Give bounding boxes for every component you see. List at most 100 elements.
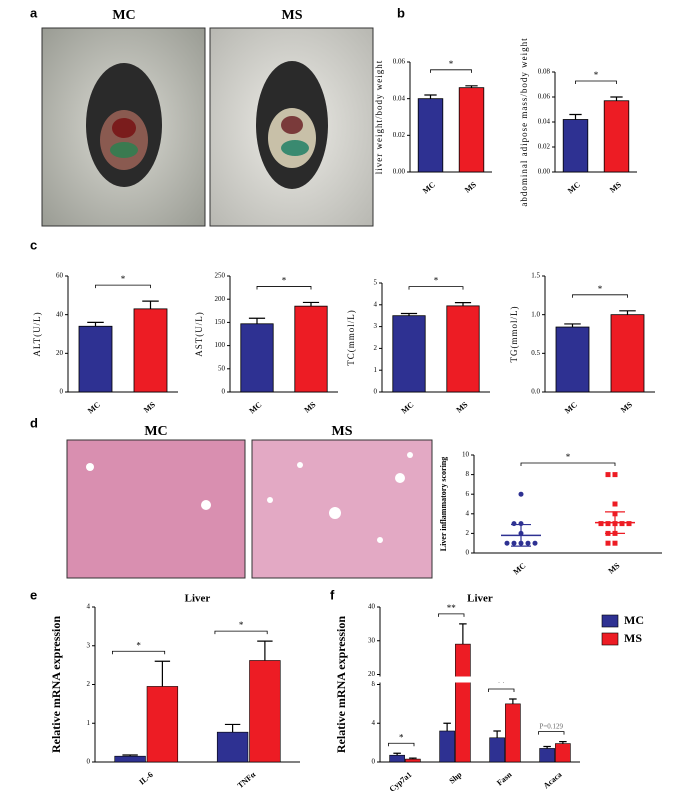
significance-bracket xyxy=(214,630,268,635)
error-bar xyxy=(564,323,581,328)
data-point xyxy=(525,540,531,546)
bar xyxy=(610,314,645,393)
panel-letter: a xyxy=(30,5,38,20)
chart-title: Liver xyxy=(467,593,493,605)
panel-letter: f xyxy=(330,587,335,602)
x-tick-label: MS xyxy=(608,180,623,195)
y-tick-label: 0.02 xyxy=(393,131,406,139)
error-bar xyxy=(610,96,623,101)
y-tick-label: 200 xyxy=(215,295,226,303)
y-axis-label: Relative mRNA expression xyxy=(334,616,348,753)
significance-label: * xyxy=(598,284,603,294)
y-tick-label: 3 xyxy=(87,641,91,649)
mouse-photo xyxy=(209,27,374,227)
data-point xyxy=(605,521,611,527)
y-tick-label: 0 xyxy=(466,549,470,557)
y-tick-label: 0.00 xyxy=(538,168,551,176)
bar xyxy=(294,305,328,393)
bar xyxy=(78,325,113,393)
photo-label: MS xyxy=(282,8,303,23)
y-axis-label: TC(mmol/L) xyxy=(346,309,356,366)
y-axis-label: Relative mRNA expression xyxy=(49,616,63,753)
y-tick-label: 0 xyxy=(60,388,64,396)
bar xyxy=(240,323,274,393)
x-tick-label: MS xyxy=(606,561,621,576)
y-tick-label: 8 xyxy=(372,680,376,688)
bar xyxy=(505,703,521,763)
error-bar xyxy=(459,623,467,645)
significance-label: * xyxy=(594,70,599,80)
y-axis-label: liver weight/body weight xyxy=(374,60,384,174)
significance-label: * xyxy=(399,732,404,742)
x-tick-label: IL-6 xyxy=(137,770,154,787)
bar xyxy=(555,743,571,763)
y-tick-label: 30 xyxy=(368,636,376,644)
significance-bracket xyxy=(488,688,515,693)
y-tick-label: 4 xyxy=(374,300,378,308)
y-tick-label: 0 xyxy=(372,758,376,766)
error-bar xyxy=(465,85,478,88)
data-point xyxy=(619,521,625,527)
significance-bracket xyxy=(408,286,464,290)
error-bar xyxy=(454,302,472,306)
significance-bracket xyxy=(575,80,617,84)
y-tick-label: 10 xyxy=(462,451,470,459)
y-axis-label: Liver inflammatory scoring xyxy=(439,457,448,552)
panel-letter: c xyxy=(30,237,37,252)
significance-label: * xyxy=(434,276,439,286)
bar xyxy=(489,737,505,763)
y-tick-label: 60 xyxy=(56,272,64,280)
y-tick-label: 2 xyxy=(374,344,378,352)
y-tick-label: 40 xyxy=(368,603,376,611)
panel-letter: b xyxy=(397,5,405,20)
bar xyxy=(405,758,421,763)
y-tick-label: 0.00 xyxy=(393,168,406,176)
data-point xyxy=(504,540,510,546)
y-tick-label: 4 xyxy=(466,509,470,517)
data-point xyxy=(612,501,618,507)
y-tick-label: 100 xyxy=(215,341,226,349)
data-point xyxy=(532,540,538,546)
error-bar xyxy=(409,757,417,760)
x-tick-label: MC xyxy=(566,180,582,196)
error-bar xyxy=(569,113,582,120)
significance-label: ** xyxy=(497,678,507,688)
legend-label: MC xyxy=(624,613,644,627)
error-bar xyxy=(543,745,551,749)
error-bar xyxy=(122,754,138,757)
panel-letter: e xyxy=(30,587,37,602)
significance-bracket xyxy=(256,286,312,290)
error-bar xyxy=(257,640,273,661)
significance-label: * xyxy=(136,640,141,650)
y-tick-label: 0.04 xyxy=(393,94,406,102)
y-tick-label: 0.06 xyxy=(393,58,406,66)
panel-letter: d xyxy=(30,415,38,430)
histology-image xyxy=(251,439,433,579)
data-point xyxy=(612,472,618,478)
significance-bracket xyxy=(95,284,151,289)
data-point xyxy=(598,521,604,527)
x-tick-label: Cyp7a1 xyxy=(388,770,414,794)
y-tick-label: 0 xyxy=(87,758,91,766)
significance-bracket xyxy=(430,69,472,73)
y-tick-label: 0 xyxy=(222,388,226,396)
error-bar xyxy=(509,698,517,704)
error-bar xyxy=(559,741,567,744)
bar xyxy=(439,730,455,763)
error-bar xyxy=(224,723,241,733)
bar xyxy=(417,98,444,173)
y-tick-label: 0.06 xyxy=(538,93,551,101)
mouse-photo xyxy=(41,27,206,227)
error-bar xyxy=(302,301,320,307)
error-bar xyxy=(424,94,437,99)
bar xyxy=(455,643,471,763)
y-tick-label: 0.0 xyxy=(531,388,540,396)
histology-image xyxy=(66,439,246,579)
data-point xyxy=(605,540,611,546)
significance-bracket xyxy=(388,742,415,747)
y-tick-label: 50 xyxy=(218,364,226,372)
error-bar xyxy=(142,300,159,309)
sd-bar xyxy=(511,523,531,547)
x-tick-label: MS xyxy=(454,400,469,415)
